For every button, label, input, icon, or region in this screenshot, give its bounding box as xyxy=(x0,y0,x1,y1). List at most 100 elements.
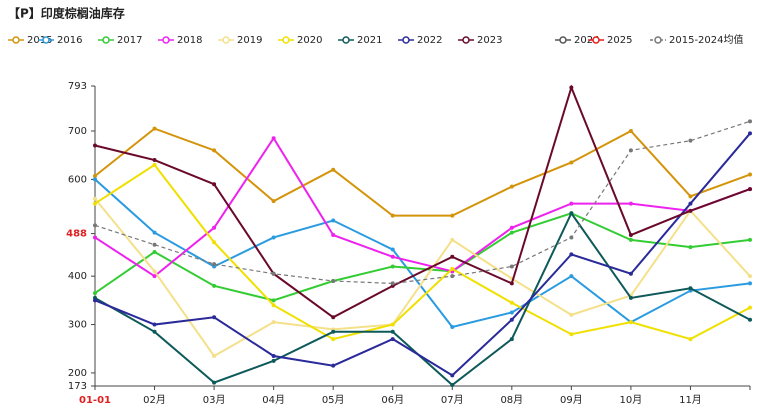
point xyxy=(688,194,693,199)
legend-label: 2015-2024均值 xyxy=(669,33,744,46)
point xyxy=(509,310,514,315)
point xyxy=(569,201,574,206)
series-line xyxy=(94,120,751,285)
point xyxy=(450,254,455,259)
point xyxy=(688,138,693,143)
legend-marker xyxy=(462,36,470,44)
point xyxy=(450,274,455,279)
point xyxy=(569,312,574,317)
point xyxy=(628,201,633,206)
series-line xyxy=(94,127,751,217)
point xyxy=(748,317,752,322)
point xyxy=(628,237,633,242)
point xyxy=(93,291,97,296)
legend-marker xyxy=(282,36,290,44)
point xyxy=(509,281,514,286)
x-tick-label: 09月 xyxy=(560,394,583,406)
y-tick-label: 488 xyxy=(66,229,87,240)
point xyxy=(331,315,336,320)
series-line xyxy=(94,132,751,377)
point xyxy=(748,281,752,286)
point xyxy=(509,230,514,235)
legend-marker xyxy=(342,36,350,44)
point xyxy=(271,298,276,303)
legend-marker xyxy=(559,36,567,44)
point xyxy=(748,131,752,136)
point xyxy=(271,303,276,308)
x-tick-label: 10月 xyxy=(620,394,643,406)
point xyxy=(152,274,157,279)
series-line xyxy=(94,163,751,341)
point xyxy=(93,177,97,182)
point xyxy=(748,119,752,124)
series-line xyxy=(94,211,751,387)
point xyxy=(152,329,157,334)
point xyxy=(509,300,514,305)
point xyxy=(390,322,395,327)
legend-marker xyxy=(12,36,20,44)
point xyxy=(509,184,514,189)
point xyxy=(748,172,752,177)
point xyxy=(271,271,276,276)
y-tick-label: 173 xyxy=(68,381,87,392)
point xyxy=(509,225,514,230)
point xyxy=(628,129,633,133)
point xyxy=(212,283,217,288)
x-tick-label: 01-01 xyxy=(79,395,111,406)
point xyxy=(212,262,217,267)
point xyxy=(212,354,217,358)
point xyxy=(628,271,633,276)
point xyxy=(569,211,574,216)
point xyxy=(271,199,276,204)
point xyxy=(569,274,574,279)
point xyxy=(390,254,395,259)
legend-marker xyxy=(42,36,50,44)
point xyxy=(331,167,336,172)
y-tick-label: 200 xyxy=(68,368,87,379)
point xyxy=(748,305,752,310)
y-tick-label: 300 xyxy=(68,320,87,331)
point xyxy=(450,373,455,378)
point xyxy=(390,281,395,286)
legend-marker xyxy=(222,36,230,44)
point xyxy=(152,242,157,247)
series-line xyxy=(94,136,751,278)
point xyxy=(93,235,97,240)
point xyxy=(152,162,157,167)
point xyxy=(271,358,276,363)
point xyxy=(569,252,574,257)
point xyxy=(390,264,395,269)
point xyxy=(628,233,633,238)
point xyxy=(748,274,752,279)
point xyxy=(93,143,97,148)
point xyxy=(93,298,97,303)
y-tick-label: 793 xyxy=(68,81,87,92)
legend-label: 2018 xyxy=(177,35,202,46)
point xyxy=(331,337,336,342)
point xyxy=(212,240,217,245)
point xyxy=(271,235,276,240)
x-tick-label: 07月 xyxy=(441,394,464,406)
legend-label: 2023 xyxy=(477,35,502,46)
legend-label: 2016 xyxy=(57,35,82,46)
point xyxy=(688,337,693,342)
legend-marker xyxy=(102,36,110,44)
point xyxy=(509,317,514,322)
x-tick-label: 06月 xyxy=(381,394,404,406)
point xyxy=(390,213,395,218)
point xyxy=(569,235,574,240)
legend-label: 2025 xyxy=(607,35,632,46)
point xyxy=(509,337,514,342)
point xyxy=(152,322,157,327)
point xyxy=(331,279,336,283)
point xyxy=(569,332,574,337)
point xyxy=(93,223,97,228)
legend-label: 2020 xyxy=(297,35,322,46)
x-tick-label: 03月 xyxy=(203,394,226,406)
point xyxy=(450,324,455,329)
point xyxy=(331,363,336,368)
point xyxy=(212,148,217,153)
point xyxy=(628,295,633,300)
point xyxy=(212,380,217,385)
